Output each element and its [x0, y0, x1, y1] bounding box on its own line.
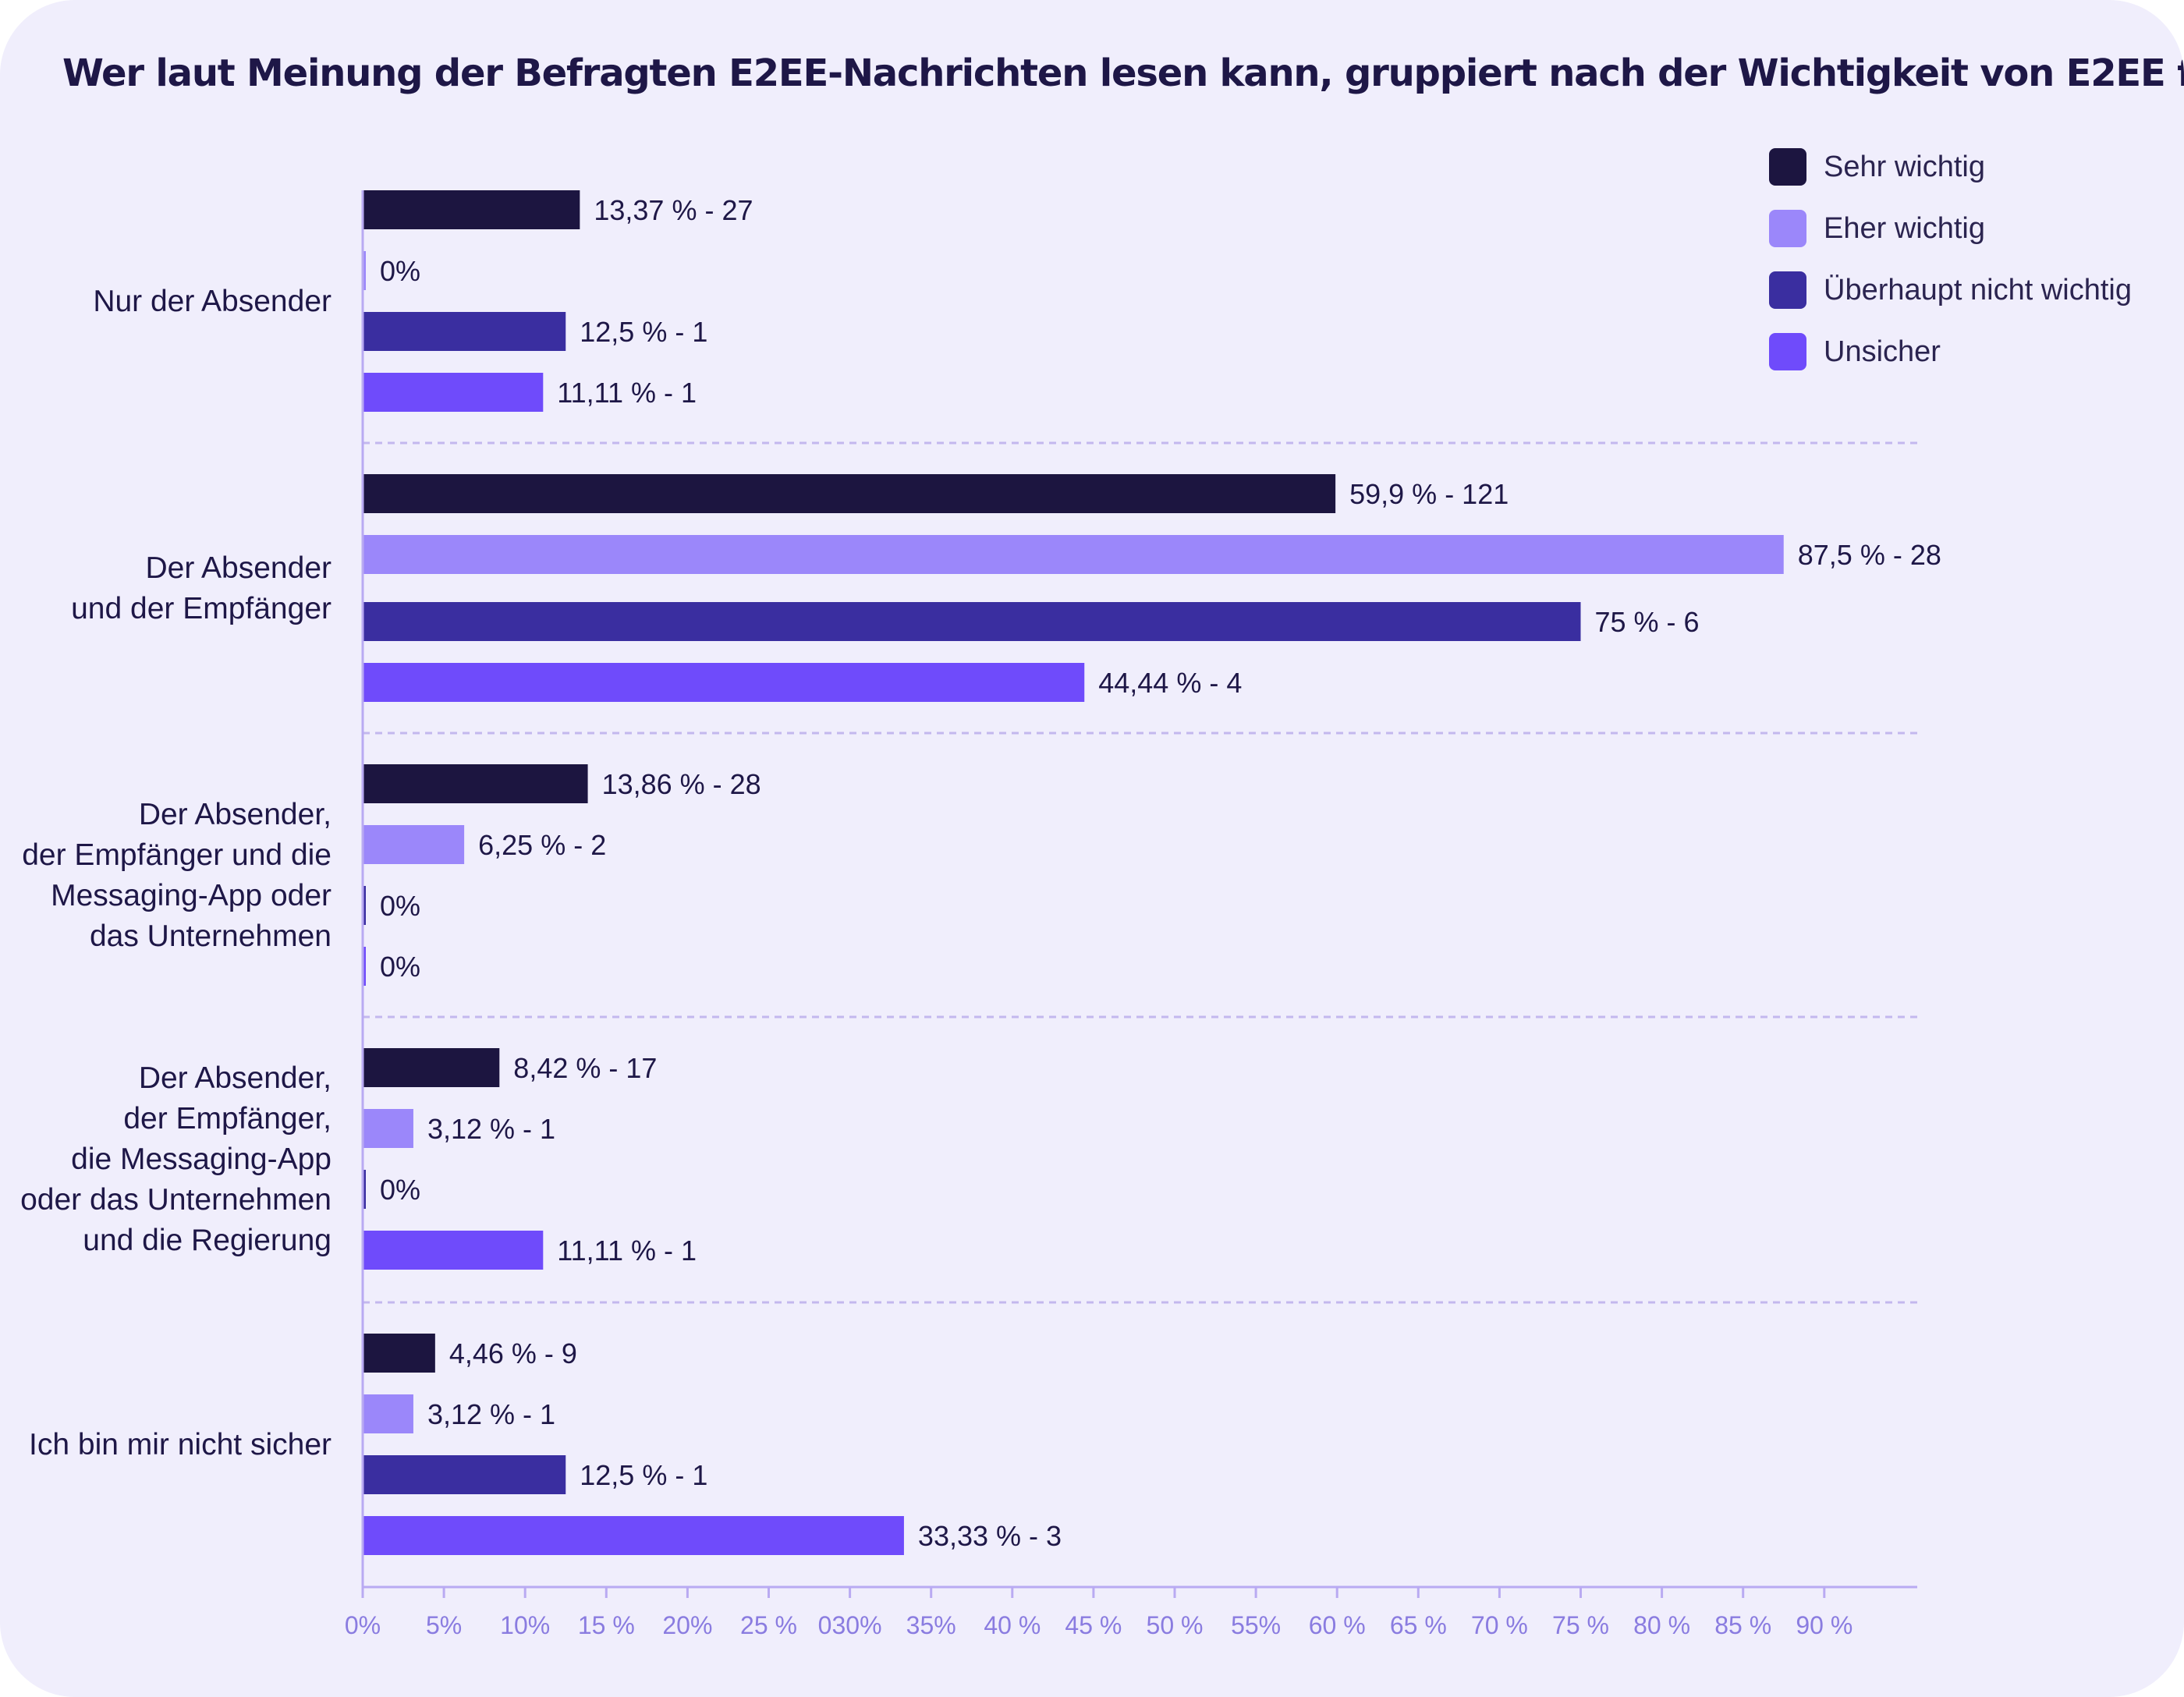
bar-value-label: 3,12 % - 1: [427, 1113, 555, 1145]
bar: [363, 1334, 435, 1373]
legend-item-eher-wichtig[interactable]: Eher wichtig: [1769, 210, 2132, 247]
x-tick-label: 15 %: [578, 1611, 635, 1639]
category-label: das Unternehmen: [90, 919, 332, 953]
bar: [363, 886, 366, 925]
bar-value-label: 0%: [380, 255, 420, 287]
legend-item-unsicher[interactable]: Unsicher: [1769, 333, 2132, 370]
x-tick-label: 40 %: [984, 1611, 1041, 1639]
category-label: der Empfänger,: [123, 1102, 332, 1135]
legend-swatch: [1769, 210, 1806, 247]
legend-swatch: [1769, 148, 1806, 186]
bar: [363, 373, 544, 412]
bar-value-label: 44,44 % - 4: [1098, 667, 1242, 699]
bar: [363, 1516, 904, 1555]
category-label: die Messaging-App: [71, 1143, 332, 1176]
legend-label: Unsicher: [1824, 335, 1941, 368]
bar: [363, 602, 1581, 641]
bar: [363, 663, 1085, 702]
x-tick-label: 0%: [345, 1611, 381, 1639]
bar-value-label: 0%: [380, 951, 420, 983]
bar-value-label: 0%: [380, 1174, 420, 1206]
legend: Sehr wichtig Eher wichtig Überhaupt nich…: [1769, 148, 2132, 395]
chart-title: Wer laut Meinung der Befragten E2EE-Nach…: [62, 51, 2184, 95]
x-tick-label: 85 %: [1714, 1611, 1771, 1639]
bar: [363, 825, 465, 864]
x-tick-label: 5%: [426, 1611, 462, 1639]
bar-value-label: 87,5 % - 28: [1798, 539, 1941, 571]
x-tick-label: 50 %: [1147, 1611, 1204, 1639]
x-tick-label: 35%: [906, 1611, 956, 1639]
x-tick-label: 60 %: [1309, 1611, 1366, 1639]
bar-value-label: 75 % - 6: [1595, 606, 1700, 638]
legend-label: Überhaupt nicht wichtig: [1824, 273, 2132, 306]
bar: [363, 535, 1784, 574]
category-label: Der Absender: [146, 551, 332, 585]
x-tick-label: 65 %: [1390, 1611, 1447, 1639]
bar: [363, 190, 580, 229]
legend-item-ueberhaupt-nicht-wichtig[interactable]: Überhaupt nicht wichtig: [1769, 271, 2132, 309]
x-tick-label: 45 %: [1065, 1611, 1122, 1639]
category-label: und die Regierung: [83, 1224, 332, 1257]
bar: [363, 1170, 366, 1209]
bar: [363, 1109, 413, 1148]
x-tick-label: 20%: [662, 1611, 712, 1639]
x-tick-label: 75 %: [1552, 1611, 1609, 1639]
bar-value-label: 8,42 % - 17: [513, 1052, 657, 1084]
bar-value-label: 13,37 % - 27: [594, 194, 753, 226]
legend-swatch: [1769, 271, 1806, 309]
legend-swatch: [1769, 333, 1806, 370]
legend-item-sehr-wichtig[interactable]: Sehr wichtig: [1769, 148, 2132, 186]
category-label: Messaging-App oder: [51, 879, 332, 912]
x-tick-label: 10%: [500, 1611, 550, 1639]
bar: [363, 251, 366, 290]
bar-value-label: 12,5 % - 1: [580, 1459, 707, 1491]
bar: [363, 474, 1336, 513]
x-tick-label: 030%: [818, 1611, 882, 1639]
bar: [363, 947, 366, 986]
bar-value-label: 59,9 % - 121: [1349, 478, 1509, 510]
category-label: der Empfänger und die: [22, 838, 332, 872]
x-tick-label: 70 %: [1471, 1611, 1528, 1639]
bar: [363, 1455, 566, 1494]
category-label: oder das Unternehmen: [20, 1183, 332, 1217]
x-tick-label: 55%: [1231, 1611, 1281, 1639]
bar-value-label: 6,25 % - 2: [478, 829, 606, 861]
category-label: und der Empfänger: [71, 592, 332, 625]
bar-value-label: 11,11 % - 1: [557, 377, 697, 409]
bar-value-label: 13,86 % - 28: [602, 768, 761, 800]
bar: [363, 1048, 500, 1087]
category-label: Ich bin mir nicht sicher: [29, 1428, 332, 1461]
category-label: Der Absender,: [139, 798, 332, 831]
bar: [363, 1394, 413, 1433]
bar: [363, 764, 588, 803]
bar-value-label: 12,5 % - 1: [580, 316, 707, 348]
legend-label: Sehr wichtig: [1824, 150, 1985, 183]
bar-value-label: 11,11 % - 1: [557, 1235, 697, 1267]
x-tick-label: 90 %: [1796, 1611, 1852, 1639]
bar-value-label: 0%: [380, 890, 420, 922]
x-tick-label: 80 %: [1633, 1611, 1690, 1639]
bar: [363, 1231, 544, 1270]
bar-value-label: 33,33 % - 3: [918, 1520, 1062, 1552]
category-label: Nur der Absender: [93, 285, 332, 318]
category-label: Der Absender,: [139, 1061, 332, 1095]
bar-value-label: 4,46 % - 9: [449, 1337, 577, 1369]
bar-value-label: 3,12 % - 1: [427, 1398, 555, 1430]
x-tick-label: 25 %: [740, 1611, 797, 1639]
bar: [363, 312, 566, 351]
legend-label: Eher wichtig: [1824, 211, 1985, 245]
